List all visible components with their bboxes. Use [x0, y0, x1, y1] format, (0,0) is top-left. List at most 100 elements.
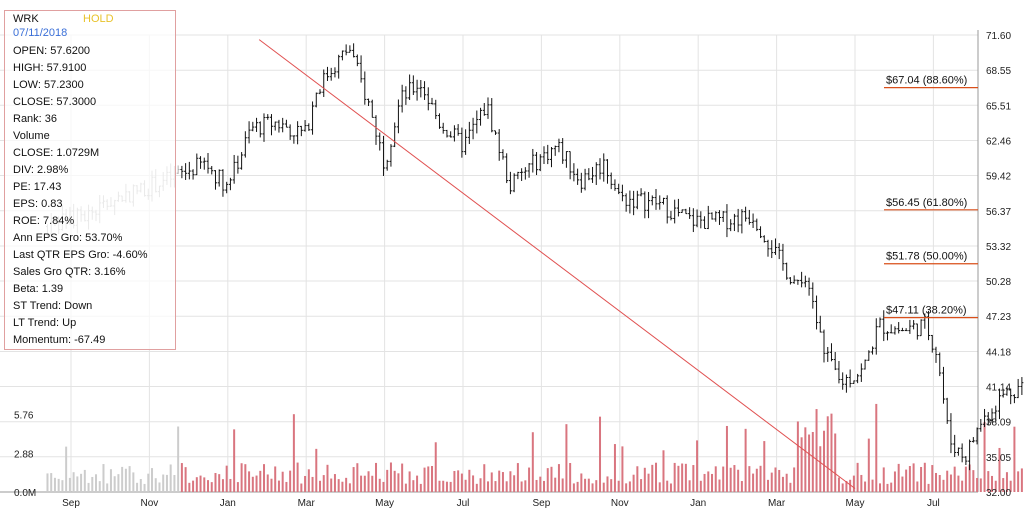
volume-bar [621, 446, 624, 492]
volume-bar [879, 483, 882, 492]
volume-bar [416, 475, 419, 492]
volume-bar [124, 468, 127, 492]
volume-bar [1017, 471, 1020, 492]
volume-bar [755, 468, 758, 492]
volume-bar [203, 477, 206, 492]
info-line: Volume [13, 130, 50, 142]
volume-bar [744, 428, 747, 492]
volume-bar [83, 469, 86, 492]
volume-bar [688, 480, 691, 492]
volume-bar [449, 481, 452, 492]
volume-bar [599, 416, 602, 492]
volume-bar [445, 481, 448, 492]
info-line: OPEN: 57.6200 [13, 45, 91, 57]
volume-bar [169, 464, 172, 492]
volume-bar [808, 434, 811, 492]
volume-bar [233, 429, 236, 492]
volume-bar [505, 481, 508, 492]
volume-bar [740, 481, 743, 492]
volume-bar [920, 466, 923, 492]
volume-bar [636, 466, 639, 492]
volume-bar [479, 478, 482, 492]
volume-bar [737, 469, 740, 492]
volume-bar [188, 482, 191, 492]
volume-bar [561, 478, 564, 492]
volume-bar [823, 430, 826, 492]
volume-bar [725, 425, 728, 492]
volume-bar [781, 476, 784, 492]
volume-bar [483, 464, 486, 492]
volume-bar [375, 462, 378, 492]
price-tick-label: 68.55 [986, 66, 1011, 77]
volume-bars [46, 403, 1023, 492]
volume-bar [434, 442, 437, 492]
volume-bar [393, 470, 396, 492]
volume-bar [625, 483, 628, 492]
rating-badge: HOLD [83, 13, 114, 25]
volume-bar [666, 480, 669, 492]
volume-bar [867, 438, 870, 492]
volume-bar [147, 473, 150, 492]
volume-bar [516, 463, 519, 492]
price-tick-label: 56.37 [986, 207, 1011, 218]
volume-bar [565, 424, 568, 492]
volume-bar [91, 476, 94, 492]
volume-bar [292, 414, 295, 492]
month-tick-label: Nov [141, 498, 159, 509]
volume-bar [587, 478, 590, 492]
volume-bar [154, 478, 157, 492]
volume-bar [367, 471, 370, 492]
volume-bar [972, 470, 975, 492]
volume-bar [931, 465, 934, 492]
volume-bar [531, 432, 534, 492]
volume-bar [546, 468, 549, 492]
volume-bar [569, 463, 572, 492]
volume-bar [139, 478, 142, 492]
volume-bar [184, 467, 187, 492]
volume-bar [767, 479, 770, 492]
volume-bar [935, 472, 938, 492]
volume-bar [557, 464, 560, 492]
volume-bar [277, 480, 280, 492]
volume-bar [218, 474, 221, 492]
price-tick-label: 41.14 [986, 383, 1011, 394]
month-tick-label: Jul [457, 498, 470, 509]
volume-bar [180, 463, 183, 492]
volume-bar [837, 477, 840, 492]
month-tick-label: Nov [611, 498, 629, 509]
volume-bar [46, 473, 49, 492]
volume-bar [946, 470, 949, 492]
volume-bar [348, 483, 351, 492]
volume-bar [419, 483, 422, 492]
info-line: Last QTR EPS Gro: -4.60% [13, 249, 148, 261]
volume-bar [916, 481, 919, 492]
volume-bar [748, 466, 751, 492]
volume-bar [733, 465, 736, 492]
price-candles [45, 43, 1024, 471]
volume-bar [225, 465, 228, 492]
info-line: Beta: 1.39 [13, 283, 64, 295]
volume-bar [352, 467, 355, 492]
volume-bar [595, 480, 598, 492]
volume-bar [912, 463, 915, 492]
volume-bar [968, 464, 971, 492]
volume-bar [363, 475, 366, 492]
volume-bar [543, 480, 546, 492]
volume-bar [1020, 468, 1023, 492]
volume-bar [923, 462, 926, 492]
volume-bar [397, 473, 400, 492]
volume-bar [72, 472, 75, 492]
volume-bar [752, 473, 755, 492]
volume-bar [707, 471, 710, 492]
volume-bar [50, 473, 53, 492]
volume-bar [210, 482, 213, 492]
volume-bar [195, 477, 198, 492]
month-tick-label: Mar [298, 498, 316, 509]
grid-lines [0, 30, 979, 493]
volume-bar [1009, 480, 1012, 492]
volume-bar [113, 476, 116, 492]
volume-bar [677, 465, 680, 492]
volume-bar [296, 462, 299, 492]
fib-label: $56.45 (61.80%) [886, 197, 967, 209]
